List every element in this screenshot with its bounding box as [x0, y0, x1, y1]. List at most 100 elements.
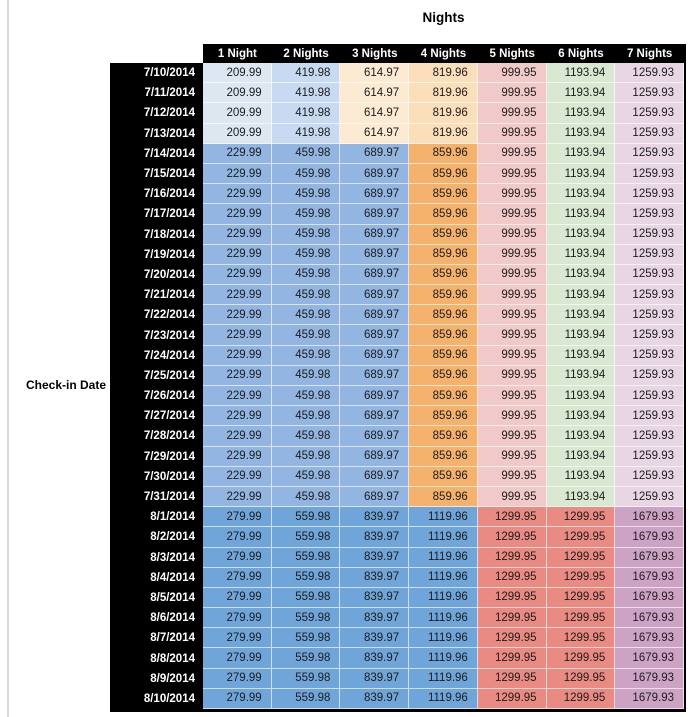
price-cell: 1679.93 — [615, 527, 684, 548]
price-cell: 1259.93 — [615, 83, 684, 104]
price-cell: 1259.93 — [615, 426, 684, 447]
price-cell: 1259.93 — [615, 103, 684, 124]
price-cell: 999.95 — [477, 345, 547, 366]
price-cell: 1193.94 — [546, 163, 616, 185]
price-cell: 559.98 — [271, 567, 341, 588]
price-cell: 1679.93 — [615, 608, 684, 629]
price-cell: 559.98 — [271, 587, 341, 609]
price-cell: 614.97 — [340, 103, 410, 124]
price-cell: 419.98 — [271, 123, 341, 144]
price-cell: 614.97 — [340, 123, 410, 144]
price-cell: 1679.93 — [615, 648, 684, 669]
price-cell: 459.98 — [271, 143, 341, 164]
price-cell: 459.98 — [271, 204, 341, 225]
price-cell: 999.95 — [477, 486, 547, 508]
price-cell: 229.99 — [203, 184, 272, 205]
price-cell: 999.95 — [477, 83, 547, 104]
price-cell: 999.95 — [477, 244, 547, 265]
price-cell: 559.98 — [271, 527, 341, 548]
price-cell: 1679.93 — [615, 688, 684, 709]
price-cell: 459.98 — [271, 163, 341, 185]
price-cell: 1193.94 — [546, 264, 616, 286]
price-cell: 689.97 — [340, 163, 410, 185]
price-cell: 1193.94 — [546, 325, 616, 346]
price-cell: 459.98 — [271, 486, 341, 508]
price-cell: 1299.95 — [546, 648, 616, 669]
price-cell: 1259.93 — [615, 386, 684, 407]
price-cell: 859.96 — [409, 204, 478, 225]
price-cell: 229.99 — [203, 163, 272, 185]
price-cell: 1119.96 — [409, 648, 478, 669]
price-cell: 1299.95 — [477, 668, 547, 689]
row-date-cell: 7/26/2014 — [110, 386, 203, 407]
price-cell: 209.99 — [203, 63, 272, 84]
price-cell: 1193.94 — [546, 244, 616, 265]
price-cell: 559.98 — [271, 628, 341, 649]
row-date-cell: 8/9/2014 — [110, 668, 203, 689]
price-cell: 229.99 — [203, 285, 272, 306]
y-axis-label: Check-in Date — [25, 378, 107, 392]
row-date-cell: 7/20/2014 — [110, 264, 203, 286]
price-cell: 279.99 — [203, 668, 272, 689]
price-cell: 1193.94 — [546, 386, 616, 407]
price-cell: 1119.96 — [409, 668, 478, 689]
price-cell: 1193.94 — [546, 224, 616, 245]
price-cell: 859.96 — [409, 426, 478, 447]
price-cell: 839.97 — [340, 547, 410, 568]
price-cell: 999.95 — [477, 466, 547, 487]
price-cell: 559.98 — [271, 507, 341, 528]
price-cell: 859.96 — [409, 264, 478, 286]
price-cell: 1193.94 — [546, 204, 616, 225]
price-cell: 999.95 — [477, 325, 547, 346]
row-date-cell: 8/1/2014 — [110, 507, 203, 528]
price-cell: 1193.94 — [546, 83, 616, 104]
price-cell: 1679.93 — [615, 547, 684, 568]
price-cell: 689.97 — [340, 325, 410, 346]
price-cell: 614.97 — [340, 83, 410, 104]
column-header: 2 Nights — [271, 44, 341, 63]
price-cell: 229.99 — [203, 264, 272, 286]
price-cell: 1299.95 — [546, 527, 616, 548]
price-cell: 1259.93 — [615, 244, 684, 265]
price-cell: 459.98 — [271, 285, 341, 306]
price-cell: 1193.94 — [546, 285, 616, 306]
price-cell: 1193.94 — [546, 123, 616, 144]
price-cell: 859.96 — [409, 143, 478, 164]
column-header: 6 Nights — [546, 44, 616, 63]
price-cell: 1259.93 — [615, 365, 684, 386]
price-cell: 859.96 — [409, 285, 478, 306]
price-cell: 859.96 — [409, 345, 478, 366]
price-cell: 459.98 — [271, 466, 341, 487]
price-cell: 839.97 — [340, 688, 410, 709]
price-cell: 839.97 — [340, 628, 410, 649]
column-header: 7 Nights — [615, 44, 684, 63]
price-cell: 1299.95 — [546, 628, 616, 649]
price-cell: 229.99 — [203, 204, 272, 225]
price-cell: 999.95 — [477, 386, 547, 407]
price-cell: 459.98 — [271, 386, 341, 407]
row-date-cell: 8/2/2014 — [110, 527, 203, 548]
price-cell: 1259.93 — [615, 446, 684, 467]
price-cell: 209.99 — [203, 123, 272, 144]
row-date-cell: 7/19/2014 — [110, 244, 203, 265]
price-cell: 1119.96 — [409, 547, 478, 568]
price-cell: 689.97 — [340, 446, 410, 467]
price-cell: 1299.95 — [546, 587, 616, 609]
price-cell: 689.97 — [340, 466, 410, 487]
price-cell: 279.99 — [203, 547, 272, 568]
price-cell: 1299.95 — [546, 547, 616, 568]
price-cell: 819.96 — [409, 103, 478, 124]
price-cell: 999.95 — [477, 184, 547, 205]
price-cell: 1299.95 — [546, 688, 616, 709]
price-cell: 999.95 — [477, 63, 547, 84]
price-cell: 1679.93 — [615, 668, 684, 689]
price-cell: 689.97 — [340, 143, 410, 164]
price-cell: 689.97 — [340, 426, 410, 447]
price-cell: 229.99 — [203, 345, 272, 366]
column-header: 1 Night — [203, 44, 272, 63]
price-cell: 859.96 — [409, 325, 478, 346]
price-cell: 839.97 — [340, 608, 410, 629]
price-cell: 1259.93 — [615, 285, 684, 306]
price-cell: 279.99 — [203, 527, 272, 548]
price-cell: 819.96 — [409, 63, 478, 84]
